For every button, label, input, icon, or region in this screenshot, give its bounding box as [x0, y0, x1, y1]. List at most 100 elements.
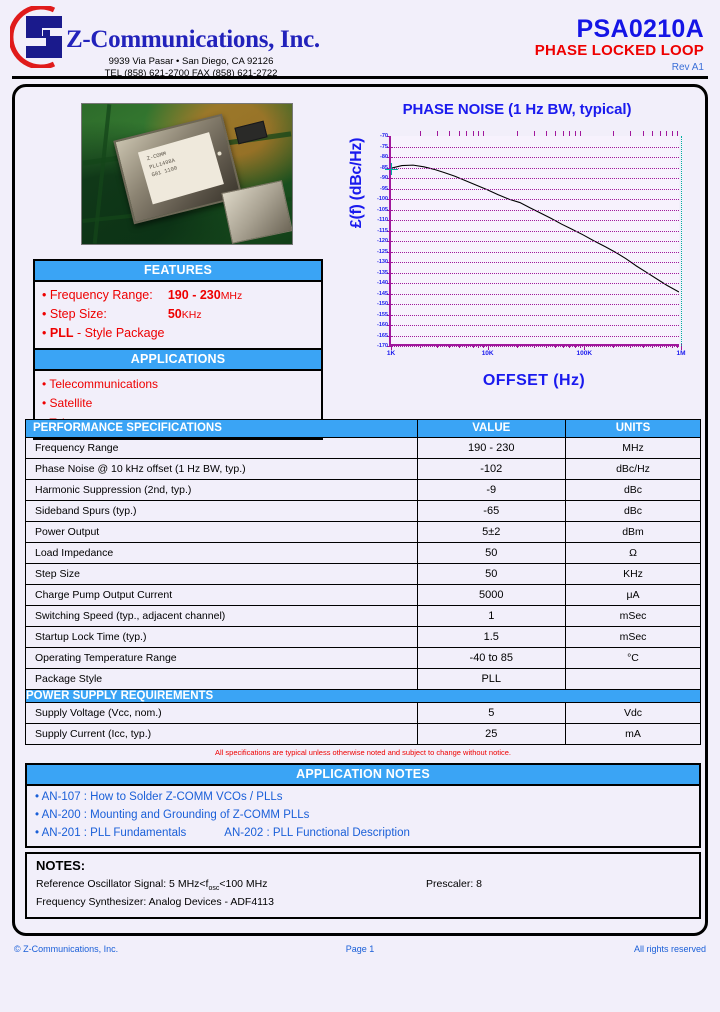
table-row: Charge Pump Output Current 5000 μA — [25, 584, 701, 606]
chart-y-tick — [387, 314, 391, 316]
chart-y-tick-label: -130 — [376, 259, 388, 265]
spec-units: Ω — [565, 542, 701, 564]
note-ref-osc-post: <100 MHz — [219, 878, 268, 890]
chart-x-minor-tick-top — [642, 131, 644, 136]
chart-x-minor-tick — [666, 344, 668, 348]
chart-x-minor-tick-top — [449, 131, 451, 136]
chart-gridline — [391, 199, 679, 200]
chart-y-tick-label: -105 — [376, 206, 388, 213]
chart-x-minor-tick-top — [671, 131, 673, 136]
chart-x-tick-label: 1K — [386, 350, 396, 357]
table-row: Harmonic Suppression (2nd, typ.) -9 dBc — [25, 479, 701, 501]
chart-x-minor-tick-top — [555, 131, 557, 136]
spec-param: Step Size — [25, 563, 418, 585]
chart-x-minor-tick — [676, 344, 678, 348]
chart-x-minor-tick-top — [533, 131, 535, 136]
table-row: Operating Temperature Range -40 to 85 °C — [25, 647, 701, 669]
table-row: Step Size 50 KHz — [25, 563, 701, 585]
chart-y-tick-label: -170 — [376, 343, 388, 349]
part-number: PSA0210A — [576, 15, 704, 43]
chart-gridline — [391, 251, 679, 253]
chart-x-minor-tick — [562, 344, 564, 348]
spec-units: KHz — [565, 563, 701, 585]
chart-x-minor-tick — [449, 344, 451, 348]
chart-x-minor-tick — [555, 344, 557, 348]
chart-x-minor-tick — [458, 344, 460, 348]
table-row: Supply Current (Icc, typ.) 25 mA — [25, 723, 701, 745]
spec-param: Phase Noise @ 10 kHz offset (1 Hz BW, ty… — [25, 458, 418, 480]
spec-units — [565, 668, 701, 690]
chart-marker-vertical — [681, 136, 682, 346]
chart-y-tick — [387, 199, 391, 200]
chart-gridline — [391, 241, 679, 242]
table-row: Supply Voltage (Vcc, nom.) 5 Vdc — [25, 702, 701, 724]
chart-y-tick-label: -115 — [377, 227, 388, 234]
app-note-item[interactable]: • AN-200 : Mounting and Grounding of Z-C… — [35, 808, 310, 821]
spec-value: PLL — [416, 668, 566, 690]
spec-param: Load Impedance — [25, 542, 418, 564]
feature-value: 190 - 230 — [167, 288, 221, 302]
product-photo-pane: Z-COMM PLL1498A G01 1100 — [25, 95, 325, 253]
chart-y-tick-label: -90 — [380, 175, 388, 181]
chart-y-tick — [387, 178, 391, 179]
features-applications-box: FEATURES • Frequency Range: 190 - 230MHz … — [33, 259, 323, 441]
chart-title: PHASE NOISE (1 Hz BW, typical) — [402, 101, 632, 118]
chart-y-tick-label: -140 — [376, 280, 388, 286]
footer-rights: All rights reserved — [633, 944, 706, 954]
spec-units: dBc — [565, 500, 701, 522]
chart-gridline — [391, 272, 679, 274]
chart-x-tick-label: 10K — [481, 350, 494, 357]
chart-y-tick-label: -80 — [380, 154, 388, 160]
chart-x-tick — [391, 344, 392, 350]
application-notes-box: APPLICATION NOTES • AN-107 : How to Sold… — [25, 763, 701, 849]
chart-x-minor-tick-top — [472, 131, 474, 136]
spec-param: Frequency Range — [25, 437, 418, 459]
company-logo: Z-Communications, Inc. 9939 Via Pasar • … — [8, 6, 320, 79]
chart-y-tick — [387, 293, 391, 295]
spec-param: Power Output — [25, 521, 418, 543]
app-note-secondary-label[interactable]: AN-202 : PLL Functional Description — [224, 826, 410, 839]
spec-units: mSec — [565, 605, 701, 627]
chart-x-minor-tick-top — [478, 131, 480, 136]
chart-x-minor-tick-top — [676, 131, 678, 136]
spec-value: -102 — [416, 458, 566, 480]
power-supply-title: POWER SUPPLY REQUIREMENTS — [25, 689, 701, 703]
top-section: Z-COMM PLL1498A G01 1100 FEATURES • Freq… — [21, 93, 705, 441]
power-supply-section-header: POWER SUPPLY REQUIREMENTS — [25, 689, 701, 703]
chart-x-minor-tick-top — [666, 131, 668, 136]
spec-param: Operating Temperature Range — [25, 647, 418, 669]
app-note-item[interactable]: • AN-201 : PLL Fundamentals AN-202 : PLL … — [35, 826, 410, 839]
part-info: PSA0210A PHASE LOCKED LOOP Rev A1 — [535, 16, 704, 74]
app-note-item[interactable]: • AN-107 : How to Solder Z-COMM VCOs / P… — [35, 791, 283, 803]
secondary-module — [221, 180, 292, 244]
product-photo: Z-COMM PLL1498A G01 1100 — [81, 103, 293, 245]
chart-area: £(f) (dBc/Hz) -70 -75 -80 -85 -90 -95 -100 -105… — [333, 126, 701, 394]
chart-y-tick-label: -165 — [376, 332, 388, 339]
chart-y-tick — [387, 241, 391, 242]
chart-y-tick — [387, 251, 391, 253]
chart-y-tick-label: -160 — [376, 322, 388, 328]
spec-units: mA — [565, 723, 701, 745]
specifications-table: PERFORMANCE SPECIFICATIONS VALUE UNITS F… — [25, 419, 701, 745]
chart-y-tick-label: -145 — [376, 290, 388, 297]
feature-label: Frequency Range: — [49, 288, 153, 302]
feature-label: Step Size: — [49, 307, 107, 321]
chart-gridline — [391, 335, 679, 337]
chart-y-tick — [387, 283, 391, 284]
chart-x-minor-tick-top — [483, 131, 485, 136]
chart-x-tick — [584, 344, 586, 350]
module-pin1-dot — [217, 151, 222, 156]
chart-x-minor-tick-top — [545, 131, 547, 136]
chart-y-tick-label: -150 — [376, 301, 388, 307]
chart-x-minor-tick — [579, 344, 581, 348]
note-prescaler: Prescaler: 8 — [426, 878, 483, 890]
feature-row-frequency: • Frequency Range: 190 - 230MHz — [42, 286, 321, 305]
chart-x-minor-tick — [478, 344, 480, 348]
table-row: Frequency Range 190 - 230 MHz — [25, 437, 701, 459]
chart-gridline — [391, 283, 679, 284]
spec-disclaimer: All specifications are typical unless ot… — [214, 748, 511, 757]
chart-x-minor-tick-top — [569, 131, 571, 136]
chart-x-minor-tick — [466, 344, 468, 348]
chart-x-minor-tick-top — [613, 131, 615, 136]
chart-y-tick — [387, 167, 391, 169]
